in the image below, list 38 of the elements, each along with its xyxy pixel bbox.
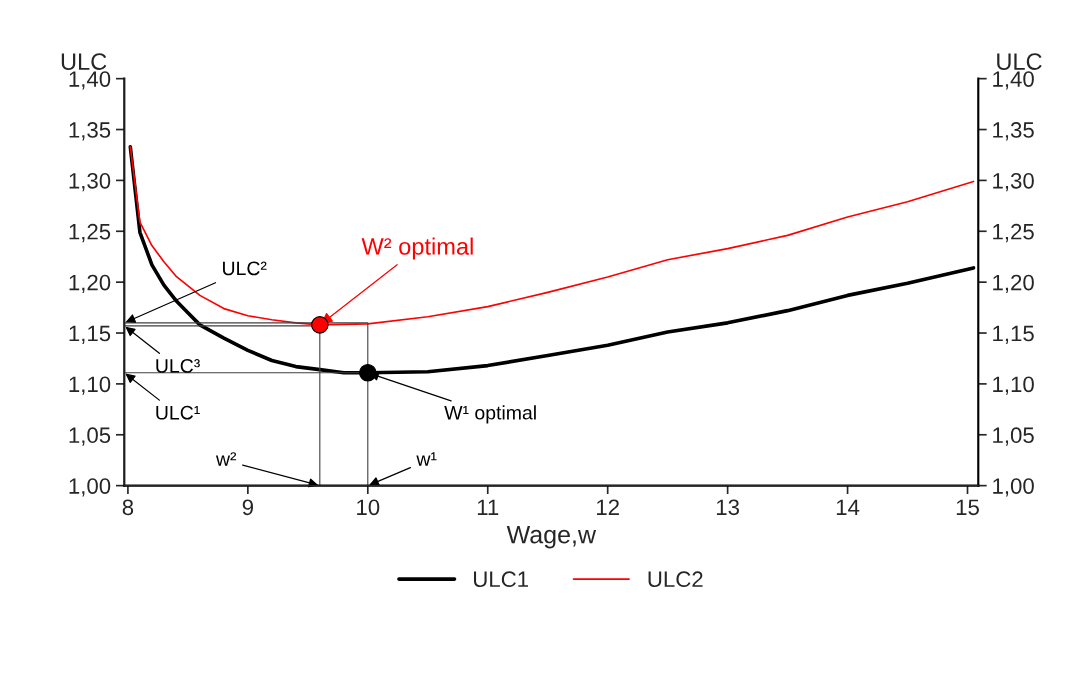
y-axis-title: ULC	[61, 53, 107, 70]
y-tick-label: 1,25	[69, 223, 111, 243]
y-tick-label: 1,05	[69, 427, 111, 446]
x-axis-title: Wage,w	[506, 526, 597, 549]
y2-tick-label: 1,40	[993, 71, 1034, 90]
y2-tick-label: 1,05	[993, 427, 1034, 446]
y-tick-label: 1,10	[69, 376, 111, 395]
y2-tick-label: 1,35	[993, 122, 1034, 141]
y-tick-label: 1,30	[69, 172, 111, 192]
y2-tick-label: 1,10	[993, 376, 1034, 395]
annotation: w¹	[416, 452, 437, 466]
y2-tick-label: 1,15	[993, 325, 1034, 344]
y-tick-label: 1,00	[69, 478, 111, 497]
y2-axis-title: ULC	[997, 53, 1042, 70]
annotation: w²	[215, 452, 237, 466]
annotation: W¹ optimal	[444, 405, 536, 424]
y-tick-label: 1,40	[69, 71, 111, 90]
annotation: ULC³	[156, 359, 200, 373]
y2-tick-label: 1,30	[993, 172, 1034, 192]
y2-tick-label: 1,00	[993, 478, 1034, 497]
x-tick-label: 15	[956, 499, 979, 516]
y-tick-label: 1,15	[69, 325, 111, 344]
x-tick-label: 11	[477, 499, 499, 515]
y2-tick-label: 1,25	[993, 223, 1034, 243]
y2-tick-label: 1,20	[993, 274, 1034, 294]
annotation: ULC¹	[156, 405, 200, 420]
x-tick-label: 9	[242, 499, 253, 516]
x-tick-label: 10	[357, 499, 380, 516]
y-tick-label: 1,35	[69, 122, 111, 141]
annotation: W² optimal	[361, 237, 473, 260]
y-tick-label: 1,20	[69, 274, 111, 294]
annotation: ULC²	[223, 261, 267, 276]
x-tick-label: 8	[122, 499, 134, 516]
x-tick-label: 14	[836, 499, 860, 515]
x-tick-label: 13	[716, 499, 740, 516]
legend-label: ULC1	[473, 571, 528, 588]
x-tick-label: 12	[597, 499, 619, 515]
legend-label: ULC2	[648, 571, 703, 588]
